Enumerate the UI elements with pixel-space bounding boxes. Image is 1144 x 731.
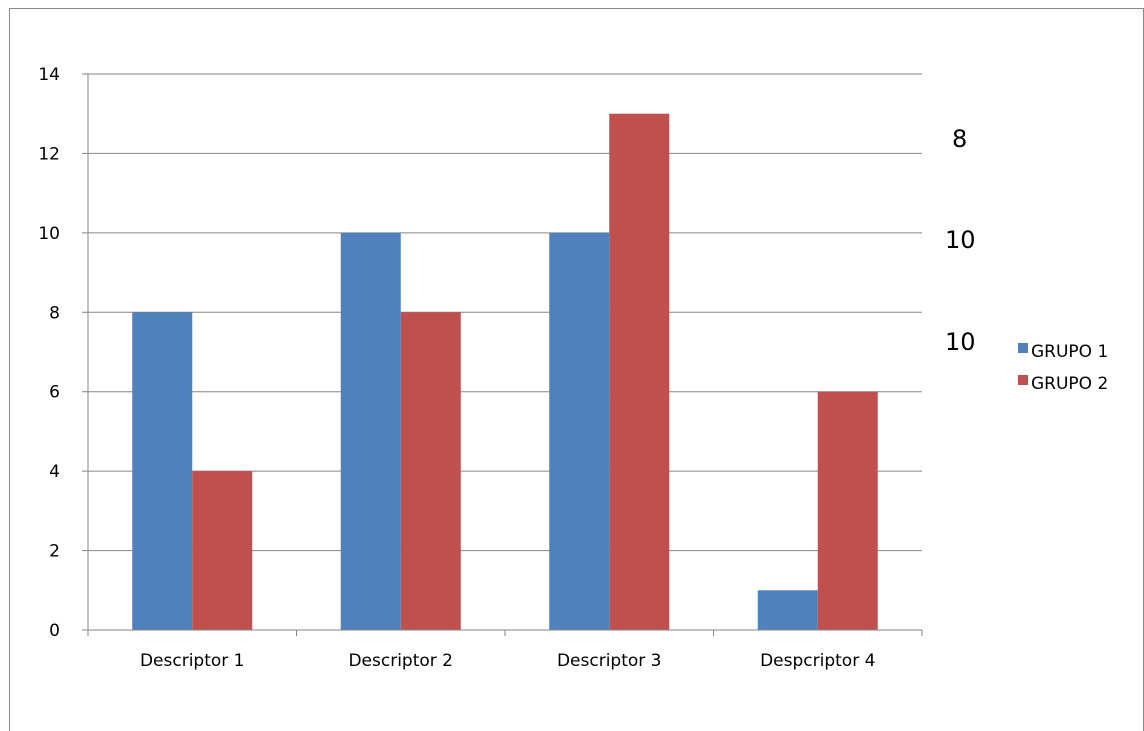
y-tick-label-8: 8: [49, 303, 60, 323]
axes: [82, 73, 923, 636]
y-tick-label-4: 4: [49, 462, 60, 482]
bar-1-4: [757, 590, 818, 630]
legend-label-2: GRUPO 2: [1031, 374, 1108, 394]
bar-2-3: [609, 113, 670, 630]
legend-swatch-2: [1018, 375, 1028, 385]
bar-2-2: [400, 312, 461, 630]
bar-1-3: [549, 232, 610, 630]
x-category-labels: Descriptor 1 Descriptor 2 Descriptor 3 Desp…: [140, 651, 875, 671]
bar-1-2: [340, 232, 401, 630]
y-tick-label-12: 12: [38, 144, 60, 164]
bar-2-4: [817, 391, 878, 630]
legend: GRUPO 1 GRUPO 2: [1018, 342, 1108, 394]
y-tick-label-14: 14: [38, 65, 60, 85]
bars: [132, 113, 878, 630]
bar-1-1: [132, 312, 193, 630]
bar-2-1: [192, 471, 253, 630]
overlay-number-1: 8: [952, 125, 968, 153]
legend-swatch-1: [1018, 343, 1028, 353]
overlay-number-3: 10: [945, 328, 976, 356]
x-category-label-3: Descriptor 3: [557, 651, 662, 671]
legend-label-1: GRUPO 1: [1031, 342, 1108, 362]
y-tick-label-2: 2: [49, 542, 60, 562]
y-tick-label-6: 6: [49, 383, 60, 403]
x-category-label-1: Descriptor 1: [140, 651, 245, 671]
y-tick-label-10: 10: [38, 224, 60, 244]
x-category-label-4: Despcriptor 4: [760, 651, 875, 671]
overlay-number-2: 10: [945, 226, 976, 254]
y-tick-labels: 0 2 4 6 8 10 12 14: [38, 65, 60, 641]
x-category-label-2: Descriptor 2: [348, 651, 453, 671]
y-tick-label-0: 0: [49, 621, 60, 641]
